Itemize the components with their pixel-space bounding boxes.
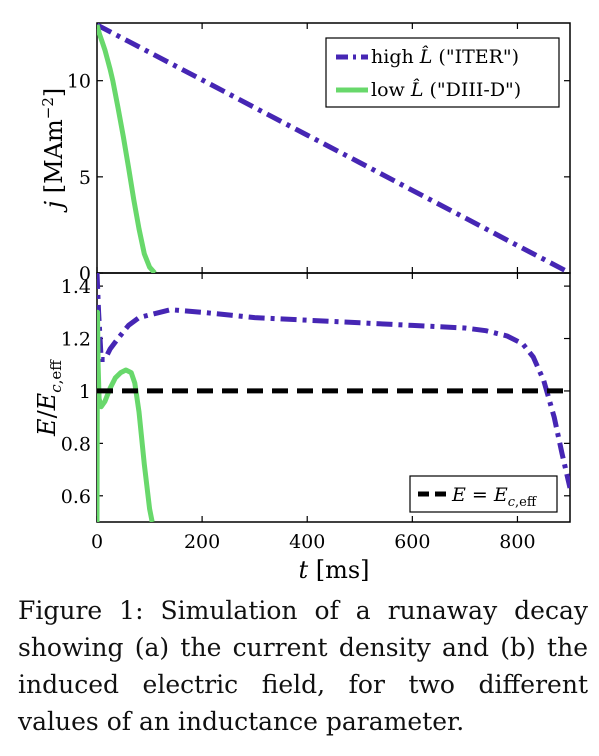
bottom-ylabel: E/Ec,eff — [33, 359, 65, 437]
bottom-ytick-label: 0.8 — [61, 433, 91, 455]
bottom-xtick-label: 400 — [289, 531, 325, 553]
top-series-line-1 — [97, 24, 157, 273]
bottom-ytick-label: 1.2 — [61, 329, 91, 351]
bottom-ytick-label: 1 — [79, 381, 91, 403]
bottom-ytick-label: 0.6 — [61, 486, 91, 508]
bottom-xtick-label: 0 — [91, 531, 103, 553]
bottom-panel-series — [97, 273, 570, 522]
bottom-xtick-label: 800 — [499, 531, 535, 553]
top-panel-ticks: 0 5 10 — [67, 23, 570, 285]
bottom-ytick-label: 1.4 — [61, 276, 91, 298]
bottom-xtick-label: 600 — [394, 531, 430, 553]
top-ytick-label: 10 — [67, 71, 91, 93]
figure-caption: Figure 1: Simulation of a runaway decay … — [18, 592, 588, 740]
legend-diiid-label: low L̂ ("DIII-D") — [371, 79, 521, 101]
top-series-line-0 — [97, 23, 570, 273]
top-legend: high L̂ ("ITER") low L̂ ("DIII-D") — [325, 37, 560, 108]
svg-text:E/Ec,eff: E/Ec,eff — [33, 359, 65, 437]
bottom-series-line-0 — [97, 273, 570, 489]
caption-label: Figure 1: — [18, 596, 144, 625]
top-legend-box — [325, 37, 560, 108]
top-ytick-label: 5 — [79, 167, 91, 189]
bottom-xtick-label: 200 — [184, 531, 220, 553]
bottom-panel-ticks: 0.6 0.8 1 1.2 1.4 0 200 400 600 800 — [61, 273, 570, 553]
top-ytick-label: 0 — [79, 263, 91, 285]
bottom-legend-box — [409, 475, 558, 513]
top-ylabel: j [MAm−2] — [39, 88, 68, 214]
xlabel: t [ms] — [298, 556, 369, 584]
svg-text:j [MAm−2]: j [MAm−2] — [39, 88, 68, 214]
top-panel-series — [97, 23, 570, 273]
bottom-series-line-1 — [97, 309, 155, 522]
legend-iter-label: high L̂ ("ITER") — [371, 46, 519, 68]
bottom-legend: E = Ec,eff — [409, 475, 558, 513]
caption-text: Simulation of a runaway decay showing (a… — [18, 596, 596, 736]
